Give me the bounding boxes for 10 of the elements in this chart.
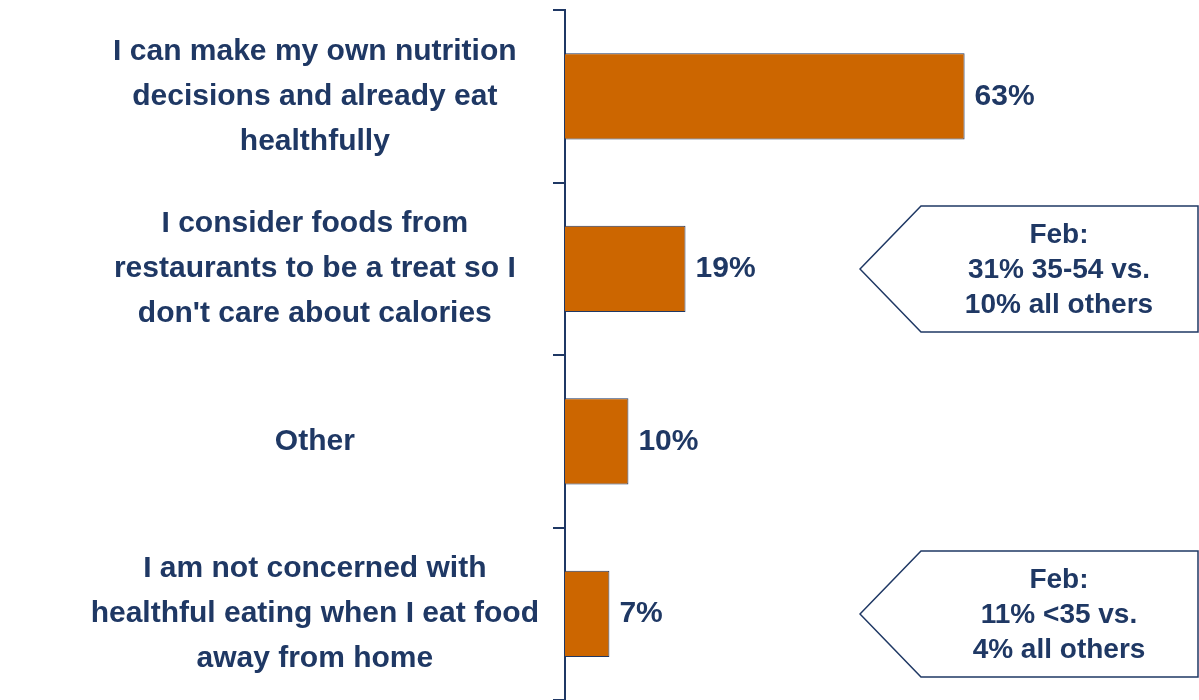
data-label: 63% bbox=[974, 77, 1035, 111]
data-label: 19% bbox=[695, 250, 756, 284]
text: Feb: 31% 35-54 vs. 10% all others bbox=[963, 217, 1155, 322]
text: Feb: 11% <35 vs. 4% all others bbox=[971, 562, 1147, 667]
y-tick-label: I can make my own nutrition decisions and already eat healthfully bbox=[113, 32, 517, 156]
data-label: 7% bbox=[619, 595, 663, 629]
y-tick-label: Other bbox=[274, 422, 356, 456]
y-tick-label: I am not concerned with healthful eating when I eat food away from home bbox=[90, 550, 540, 674]
y-tick-label: I consider foods from restaurants to be a treat so I don't care about calories bbox=[113, 205, 516, 329]
data-label: 10% bbox=[638, 422, 699, 456]
